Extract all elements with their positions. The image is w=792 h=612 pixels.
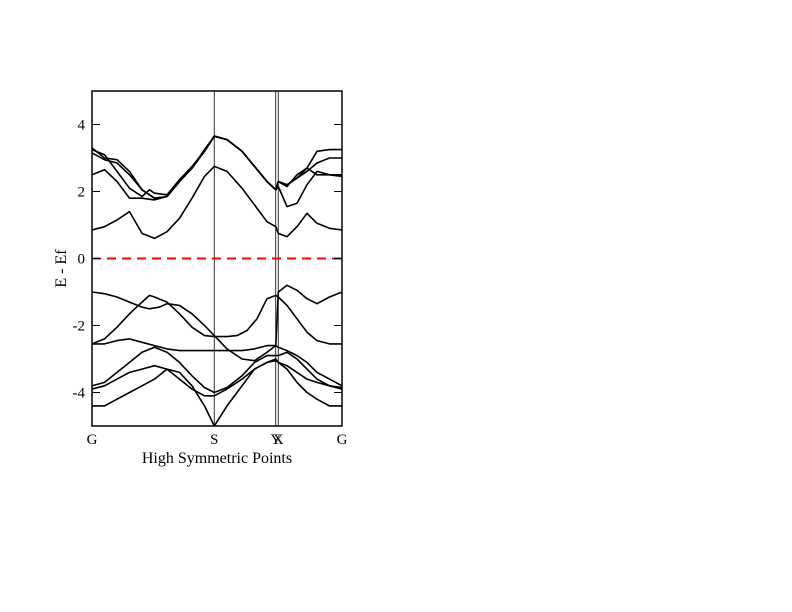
x-tick-label: G [87, 432, 98, 448]
x-tick-label: Y [270, 432, 281, 448]
band-line-1 [92, 358, 342, 426]
band-line-5 [92, 294, 342, 345]
y-tick-label: 2 [78, 185, 86, 201]
x-axis-title: High Symmetric Points [142, 450, 292, 467]
x-tick-label: G [337, 432, 348, 448]
band-line-3 [92, 346, 342, 394]
x-tick-label: X [273, 432, 284, 448]
band-line-9 [92, 135, 342, 198]
band-lines [92, 135, 342, 426]
y-tick-label: 0 [78, 252, 86, 268]
band-line-6 [92, 284, 342, 362]
y-tick-label: 4 [78, 118, 86, 134]
y-tick-label: -2 [73, 319, 86, 335]
y-tick-label: -4 [73, 386, 86, 402]
x-axis-ticks: G S YX G [87, 432, 348, 448]
y-axis-title: E - Ef [53, 249, 70, 288]
band-line-11 [92, 135, 342, 199]
band-line-7 [92, 165, 342, 240]
y-axis-ticks: 4 2 0 -2 -4 [73, 118, 342, 402]
band-line-4 [92, 338, 342, 387]
x-tick-label: S [210, 432, 218, 448]
band-line-2 [92, 359, 342, 397]
